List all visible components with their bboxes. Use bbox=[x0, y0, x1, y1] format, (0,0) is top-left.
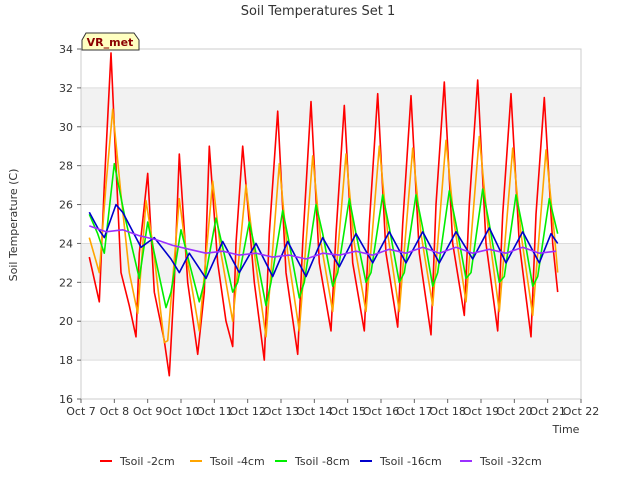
y-tick-label: 16 bbox=[59, 393, 73, 406]
x-tick-label: Oct 13 bbox=[263, 405, 300, 418]
series-line-tsoil-16cm bbox=[88, 203, 559, 280]
station-badge-box bbox=[81, 32, 140, 51]
chart-title: Soil Temperatures Set 1 bbox=[241, 4, 396, 19]
background-band bbox=[81, 204, 581, 244]
x-tick-label: Oct 12 bbox=[229, 405, 266, 418]
background-band bbox=[81, 126, 581, 166]
x-tick-label: Oct 17 bbox=[396, 405, 433, 418]
legend: Tsoil -2cm Tsoil -4cm Tsoil -8cm Tsoil -16c… bbox=[100, 455, 542, 468]
y-axis-label: Soil Temperature (C) bbox=[7, 169, 20, 282]
series-line-tsoil-32cm bbox=[89, 225, 557, 260]
series-line-tsoil-2cm bbox=[88, 52, 559, 377]
y-tick-label: 20 bbox=[59, 315, 73, 328]
y-tick-label: 32 bbox=[59, 82, 73, 95]
legend-label: Tsoil -2cm bbox=[119, 455, 175, 468]
y-tick-label: 30 bbox=[59, 121, 73, 134]
background-band bbox=[81, 49, 581, 88]
x-tick-label: Oct 7 bbox=[66, 405, 96, 418]
x-tick-label: Oct 22 bbox=[563, 405, 600, 418]
y-tick-label: 18 bbox=[59, 354, 73, 367]
legend-label: Tsoil -16cm bbox=[379, 455, 442, 468]
x-tick-label: Oct 11 bbox=[196, 405, 233, 418]
x-tick-label: Oct 15 bbox=[329, 405, 366, 418]
x-tick-label: Oct 14 bbox=[296, 405, 333, 418]
x-tick-label: Oct 9 bbox=[133, 405, 163, 418]
background-band bbox=[81, 87, 581, 127]
legend-label: Tsoil -32cm bbox=[479, 455, 542, 468]
y-tick-label: 28 bbox=[59, 160, 73, 173]
x-tick-label: Oct 18 bbox=[429, 405, 466, 418]
y-tick-label: 34 bbox=[59, 43, 73, 56]
series-line-tsoil-4cm bbox=[88, 108, 559, 344]
background-band bbox=[81, 360, 581, 399]
legend-label: Tsoil -8cm bbox=[294, 455, 350, 468]
x-tick-label: Oct 8 bbox=[100, 405, 130, 418]
background-band bbox=[81, 165, 581, 205]
series-lines bbox=[88, 52, 559, 377]
x-axis-label: Time bbox=[552, 423, 580, 436]
series-line-tsoil-8cm bbox=[88, 162, 559, 309]
y-axis-ticks: 16 18 20 22 24 26 28 30 32 34 bbox=[59, 43, 81, 406]
x-tick-label: Oct 19 bbox=[463, 405, 500, 418]
x-tick-label: Oct 20 bbox=[496, 405, 533, 418]
y-tick-label: 26 bbox=[59, 199, 73, 212]
x-tick-label: Oct 10 bbox=[163, 405, 200, 418]
station-badge-label: VR_met bbox=[87, 36, 134, 49]
legend-label: Tsoil -4cm bbox=[209, 455, 265, 468]
x-tick-label: Oct 21 bbox=[529, 405, 566, 418]
y-tick-label: 22 bbox=[59, 276, 73, 289]
station-badge: VR_met bbox=[81, 32, 140, 51]
x-tick-label: Oct 16 bbox=[363, 405, 400, 418]
y-tick-label: 24 bbox=[59, 237, 73, 250]
plot-frame bbox=[80, 48, 582, 400]
